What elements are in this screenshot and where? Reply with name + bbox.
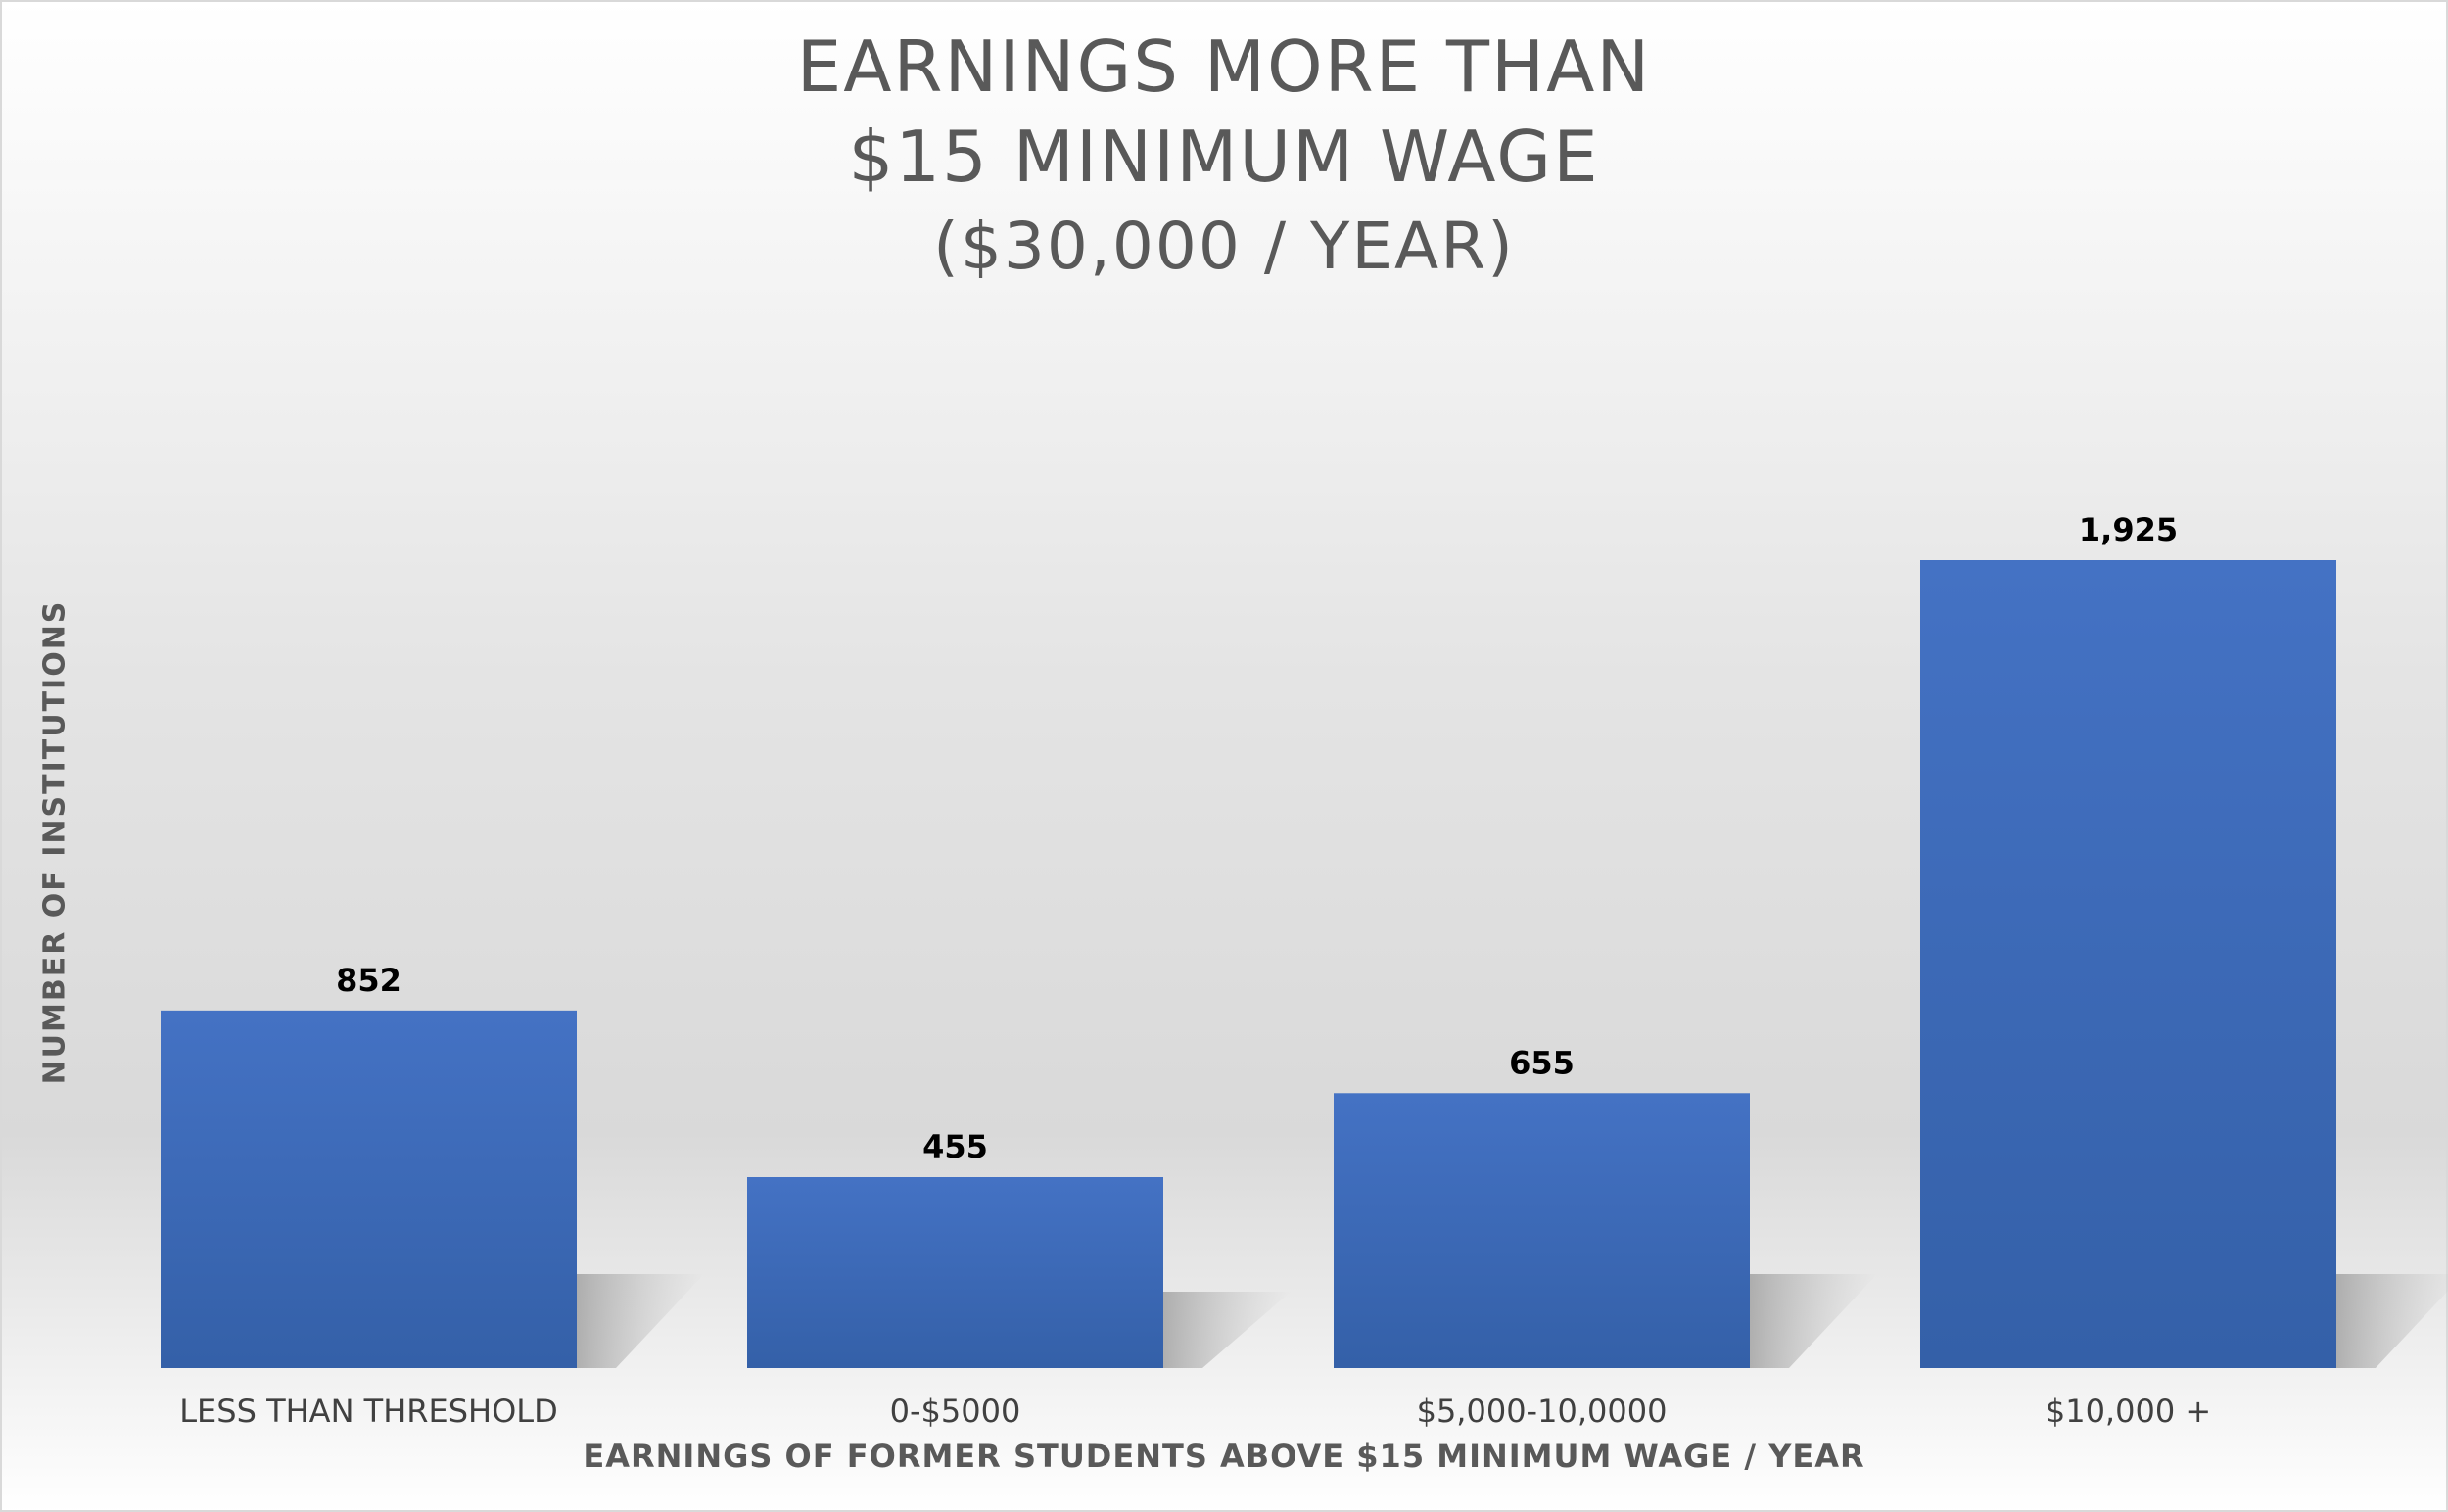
category-label-3: $10,000 + [2046,1393,2211,1430]
chart-title-line-3: ($30,000 / YEAR) [933,209,1515,284]
data-label-1: 455 [922,1128,988,1165]
category-label-1: 0-$5000 [890,1393,1021,1430]
chart-title: EARNINGS MORE THAN $15 MINIMUM WAGE ($30… [0,22,2448,292]
bar-2 [1334,1093,1750,1368]
bar-0 [161,1010,577,1368]
bar-shadow [1750,1274,1877,1368]
chart-title-line-2: $15 MINIMUM WAGE [848,116,1600,198]
bar-shadow [577,1274,704,1368]
x-axis-label: EARNINGS OF FORMER STUDENTS ABOVE $15 MI… [583,1438,1865,1475]
data-label-2: 655 [1509,1044,1575,1081]
bar-shadow [2336,1274,2448,1368]
category-label-0: LESS THAN THRESHOLD [179,1393,558,1430]
bar-1 [747,1177,1163,1368]
data-label-3: 1,925 [2079,511,2178,548]
category-label-2: $5,000-10,0000 [1417,1393,1668,1430]
data-label-0: 852 [336,962,401,999]
bar-shadow [1163,1292,1291,1368]
chart-title-line-1: EARNINGS MORE THAN [796,25,1652,108]
bar-3 [1920,560,2336,1368]
